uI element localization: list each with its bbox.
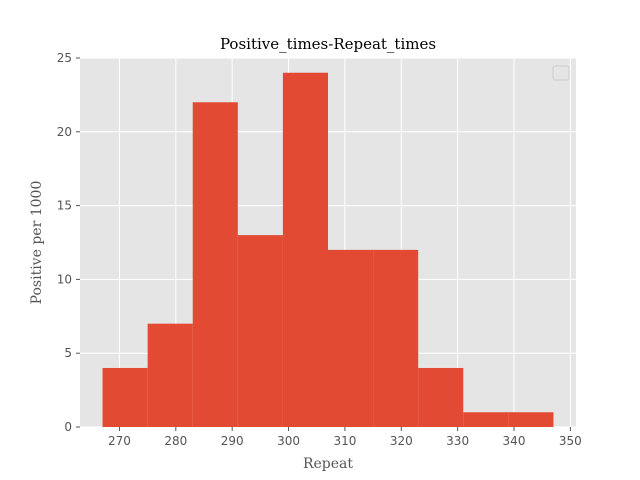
x-tick-label: 270	[108, 434, 131, 448]
x-tick-label: 290	[221, 434, 244, 448]
histogram-bar	[147, 323, 193, 427]
x-tick-label: 320	[390, 434, 413, 448]
y-tick-label: 10	[57, 272, 72, 286]
histogram-bar	[192, 102, 238, 427]
x-tick-label: 280	[164, 434, 187, 448]
y-axis-ticks: 0 5 10 15 20 25	[57, 51, 80, 434]
x-tick-label: 310	[333, 434, 356, 448]
x-axis-ticks: 270 280 290 300 310 320 330 340 350	[108, 427, 582, 448]
histogram-bar	[102, 367, 148, 427]
y-tick-label: 5	[64, 346, 72, 360]
chart-title: Positive_times-Repeat_times	[220, 35, 436, 53]
legend-box	[552, 65, 570, 81]
histogram-bar	[508, 412, 554, 427]
x-axis-label: Repeat	[303, 456, 353, 472]
histogram-bar	[373, 249, 419, 427]
y-tick-label: 20	[57, 125, 72, 139]
x-tick-label: 350	[559, 434, 582, 448]
y-tick-label: 25	[57, 51, 72, 65]
y-axis-label: Positive per 1000	[29, 181, 45, 305]
x-tick-label: 330	[446, 434, 469, 448]
histogram-bar	[282, 72, 328, 427]
x-tick-label: 340	[503, 434, 526, 448]
histogram-bar	[418, 367, 464, 427]
x-tick-label: 300	[277, 434, 300, 448]
histogram-bar	[328, 249, 374, 427]
y-tick-label: 15	[57, 199, 72, 213]
histogram-bar	[237, 235, 283, 427]
y-tick-label: 0	[64, 420, 72, 434]
histogram-bars	[102, 72, 554, 427]
histogram-bar	[463, 412, 509, 427]
